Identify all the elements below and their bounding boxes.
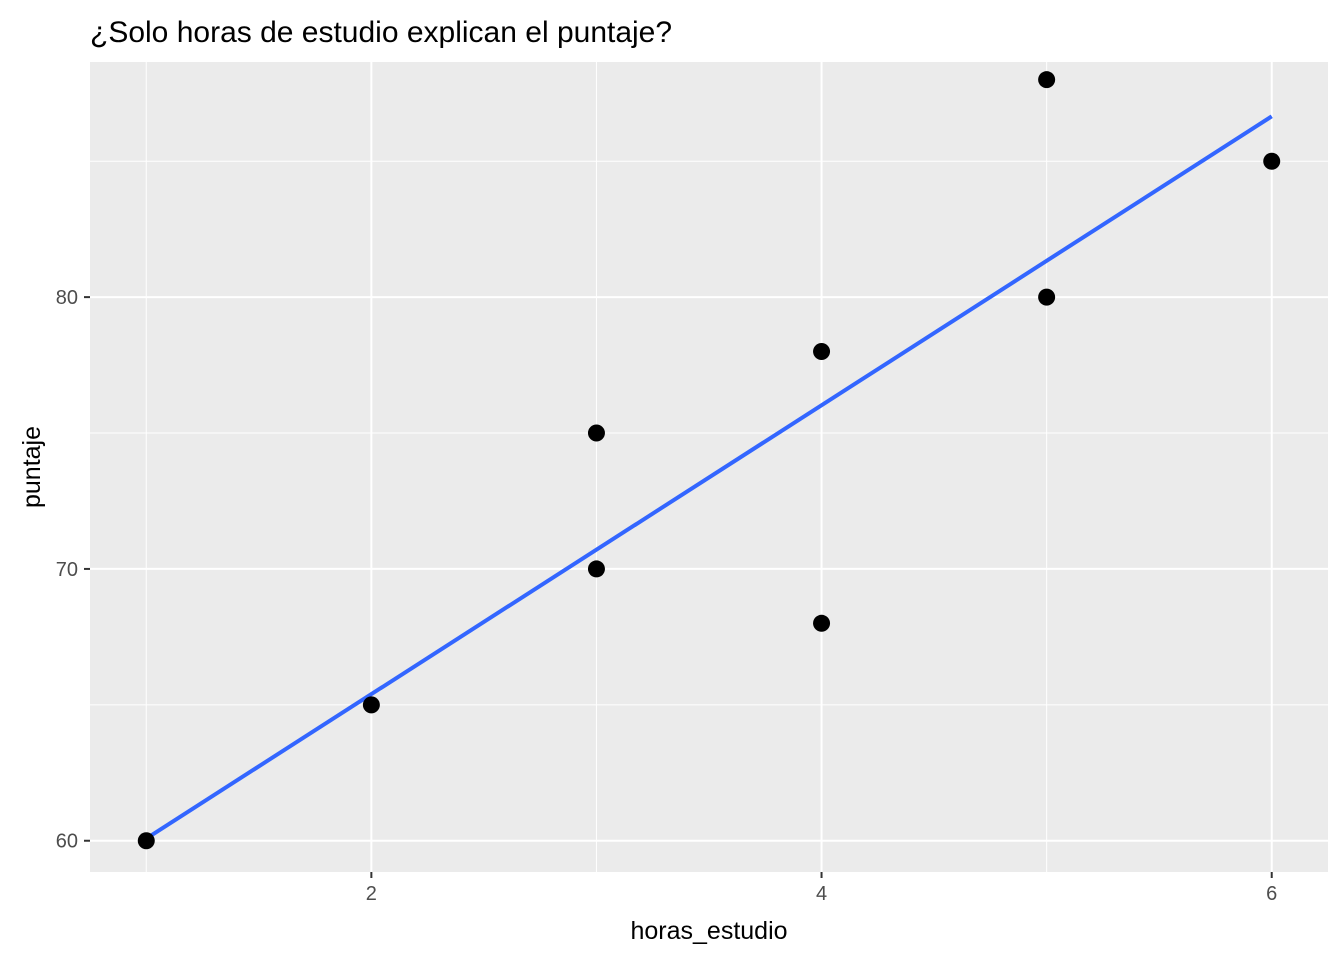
minor-gridlines	[90, 62, 1328, 872]
data-point-8	[1263, 152, 1281, 170]
x-tick-label-0: 2	[366, 883, 377, 905]
data-point-1	[362, 696, 380, 714]
y-axis-title: puntaje	[18, 426, 46, 508]
data-point-3	[587, 424, 605, 442]
y-tick-label-2: 80	[56, 287, 78, 309]
fit-line-layer	[145, 114, 1273, 841]
x-tick-label-1: 4	[816, 883, 827, 905]
y-tick-label-1: 70	[56, 559, 78, 581]
x-tick-label-2: 6	[1266, 883, 1277, 905]
x-axis-title: horas_estudio	[630, 917, 787, 945]
data-point-5	[813, 342, 831, 360]
y-axis-ticks: 60 70 80	[56, 287, 90, 853]
x-axis-ticks: 2 4 6	[366, 872, 1277, 905]
plot-panel	[90, 62, 1328, 872]
data-point-7	[1038, 71, 1056, 89]
chart-title: ¿Solo horas de estudio explican el punta…	[90, 16, 672, 49]
y-tick-label-0: 60	[56, 831, 78, 853]
data-point-2	[587, 560, 605, 578]
points-layer	[137, 71, 1281, 850]
regression-line	[145, 114, 1273, 841]
data-point-4	[813, 614, 831, 632]
data-point-6	[1038, 288, 1056, 306]
data-point-0	[137, 832, 155, 850]
major-gridlines	[90, 62, 1328, 872]
